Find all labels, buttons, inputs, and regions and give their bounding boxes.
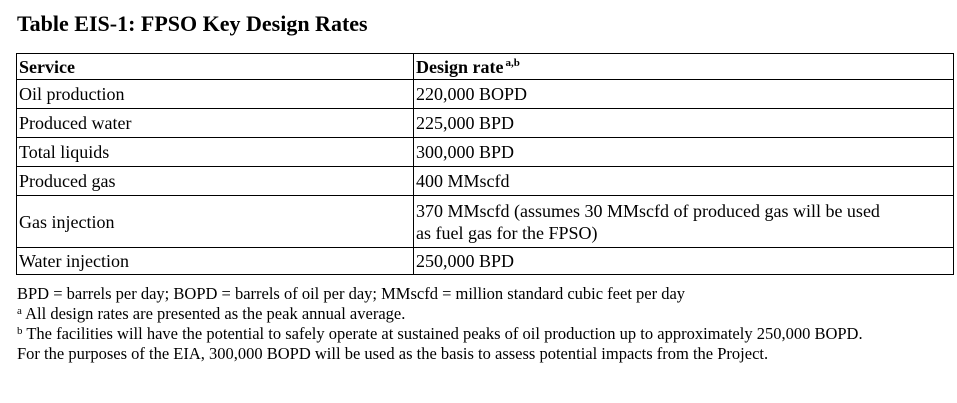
rate-line-1: 370 MMscfd (assumes 30 MMscfd of produce… <box>416 200 880 221</box>
rate-cell: 300,000 BPD <box>413 137 954 167</box>
rate-cell: 225,000 BPD <box>413 108 954 138</box>
header-footnote-marker: a,b <box>505 56 520 69</box>
footnote-b-continuation: For the purposes of the EIA, 300,000 BOP… <box>17 344 769 363</box>
service-cell: Oil production <box>16 79 414 109</box>
footnote-a-marker: a <box>17 305 22 317</box>
service-cell: Total liquids <box>16 137 414 167</box>
table-notes: BPD = barrels per day; BOPD = barrels of… <box>17 284 952 364</box>
rate-cell: 370 MMscfd (assumes 30 MMscfd of produce… <box>413 195 954 248</box>
footnote-b-text: The facilities will have the potential t… <box>22 324 863 343</box>
design-rates-table: Service Design rate a,b Oil production 22… <box>16 53 954 275</box>
table-row: Oil production 220,000 BOPD <box>16 79 954 109</box>
service-cell: Gas injection <box>16 195 414 248</box>
table-row: Water injection 250,000 BPD <box>16 247 954 275</box>
rate-cell: 220,000 BOPD <box>413 79 954 109</box>
table-row: Produced gas 400 MMscfd <box>16 166 954 196</box>
table-title: Table EIS-1: FPSO Key Design Rates <box>17 11 368 36</box>
service-cell: Produced water <box>16 108 414 138</box>
rate-line-2: as fuel gas for the FPSO) <box>416 222 598 243</box>
footnote-a-text: All design rates are presented as the pe… <box>21 304 406 323</box>
table-row: Total liquids 300,000 BPD <box>16 137 954 167</box>
service-cell: Water injection <box>16 247 414 275</box>
header-design-rate: Design rate a,b <box>413 53 954 80</box>
table-row: Gas injection 370 MMscfd (assumes 30 MMs… <box>16 195 954 248</box>
table-header-row: Service Design rate a,b <box>16 53 954 80</box>
rate-cell: 400 MMscfd <box>413 166 954 196</box>
header-service: Service <box>16 53 414 80</box>
footnote-b-marker: b <box>17 325 23 337</box>
footnote-a: a All design rates are presented as the … <box>17 304 952 324</box>
rate-cell: 250,000 BPD <box>413 247 954 275</box>
service-cell: Produced gas <box>16 166 414 196</box>
abbreviations-note: BPD = barrels per day; BOPD = barrels of… <box>17 284 686 303</box>
table-row: Produced water 225,000 BPD <box>16 108 954 138</box>
footnote-b: b The facilities will have the potential… <box>17 324 952 344</box>
